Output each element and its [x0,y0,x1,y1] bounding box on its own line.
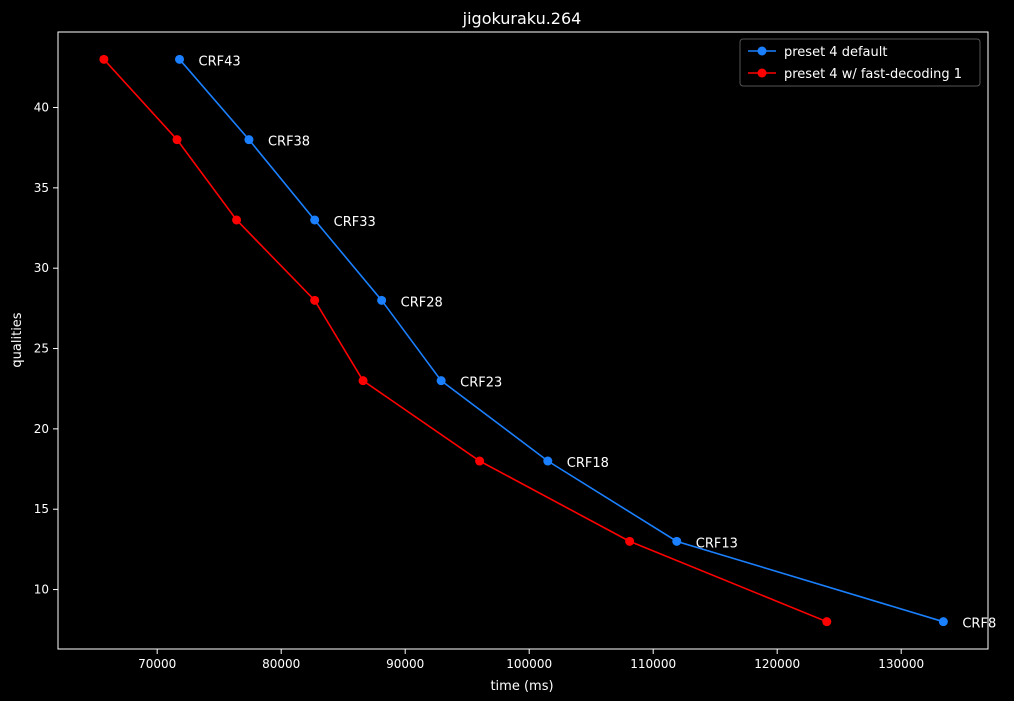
point-annotation: CRF8 [962,617,996,632]
legend-entry-label: preset 4 w/ fast-decoding 1 [784,67,962,82]
series-1-point [310,295,320,305]
y-axis-label: qualities [10,312,25,367]
legend-entry-label: preset 4 default [784,45,887,60]
legend-box [739,38,981,87]
point-annotation: CRF33 [334,215,376,230]
legend: preset 4 default preset 4 w/ fast-decodin… [739,38,981,87]
series-line-1 [103,58,828,623]
x-tick-label: 70000 [138,657,176,671]
series-1-point [232,215,242,225]
series-1-point [172,135,182,145]
series-0-point [310,215,320,225]
x-tick-label: 120000 [754,657,800,671]
y-tick-label: 25 [34,342,49,356]
series-0-point [377,295,387,305]
series-1-point [99,54,109,64]
x-tick-label: 80000 [262,657,300,671]
x-axis: 70000 80000 90000 100000 110000 120000 130000 [138,649,924,671]
point-annotation: CRF28 [401,295,443,310]
series-1-point [822,617,832,627]
series-0-point [244,135,254,145]
x-tick-label: 110000 [630,657,676,671]
point-annotation: CRF13 [696,536,738,551]
point-annotation: CRF23 [460,376,502,391]
series-1-point [358,376,368,386]
legend-swatch-marker [757,68,767,78]
y-tick-label: 10 [34,583,49,597]
point-annotation: CRF38 [268,135,310,150]
series-0-point [436,376,446,386]
y-tick-label: 40 [34,101,49,115]
y-axis: 10 15 20 25 30 35 40 [34,101,58,597]
x-tick-label: 130000 [878,657,924,671]
series-0-point [672,536,682,546]
y-tick-label: 15 [34,502,49,516]
series-line-0 [178,58,944,623]
plot-area [57,31,989,650]
point-annotation: CRF18 [567,456,609,471]
y-tick-label: 30 [34,261,49,275]
series-layer [99,54,948,627]
annotation-layer: CRF43 CRF38 CRF33 CRF28 CRF23 CRF18 CRF13 CRF8 [199,54,997,631]
x-tick-label: 100000 [506,657,552,671]
chart-title: jigokuraku.264 [462,9,582,28]
x-axis-label: time (ms) [490,679,553,694]
series-0-point [938,617,948,627]
x-tick-label: 90000 [386,657,424,671]
legend-swatch-marker [757,46,767,56]
series-0-point [543,456,553,466]
series-0-point [175,54,185,64]
y-tick-label: 35 [34,181,49,195]
series-1-point [625,536,635,546]
y-tick-label: 20 [34,422,49,436]
series-1-point [475,456,485,466]
point-annotation: CRF43 [199,54,241,69]
